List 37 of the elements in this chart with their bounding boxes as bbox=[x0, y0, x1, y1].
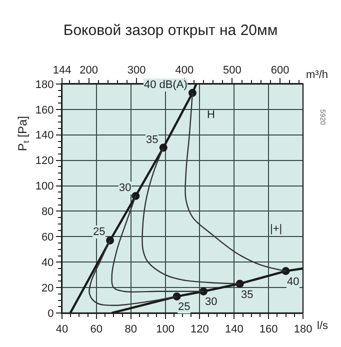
x-tick-label: 60 bbox=[90, 323, 103, 336]
x2-tick-label: 300 bbox=[127, 64, 146, 76]
x-tick-label: 100 bbox=[156, 323, 174, 336]
x2-tick-label: 400 bbox=[175, 64, 194, 76]
y-tick-label: 20 bbox=[41, 282, 54, 294]
annotation: 25 bbox=[93, 226, 106, 238]
annotation: H bbox=[207, 109, 215, 121]
y-tick-label: 100 bbox=[35, 180, 54, 193]
y-tick-label: 80 bbox=[41, 206, 54, 218]
x-axis-title: l/s bbox=[317, 320, 328, 332]
annotation: 30 bbox=[205, 296, 218, 308]
x2-tick-label: 144 bbox=[52, 64, 72, 76]
annotation: 40 dB(A) bbox=[144, 79, 188, 91]
y-tick-label: 60 bbox=[41, 232, 54, 244]
x2-tick-label: 200 bbox=[80, 64, 98, 76]
x2-tick-label: 600 bbox=[270, 64, 290, 76]
y-tick-label: 180 bbox=[35, 78, 54, 91]
annotation: 35 bbox=[146, 134, 158, 146]
y-tick-label: 40 bbox=[41, 256, 54, 269]
annotation: 30 bbox=[119, 182, 132, 194]
x-tick-label: 140 bbox=[224, 323, 244, 336]
x2-tick-label: 500 bbox=[223, 64, 242, 76]
annotation: 40 bbox=[287, 276, 300, 288]
y-tick-label: 0 bbox=[48, 308, 54, 320]
annotation: 25 bbox=[178, 301, 190, 313]
x-tick-label: 160 bbox=[259, 323, 278, 336]
y-tick-label: 120 bbox=[35, 155, 54, 168]
x2-axis-title: m³/h bbox=[306, 69, 328, 81]
annotation: 35 bbox=[241, 289, 254, 301]
x-tick-label: 180 bbox=[294, 323, 312, 336]
y-tick-label: 140 bbox=[35, 130, 54, 142]
x-tick-label: 120 bbox=[190, 323, 209, 336]
annotation: |+| bbox=[270, 223, 282, 235]
x-tick-label: 40 bbox=[56, 323, 68, 336]
y-tick-label: 160 bbox=[35, 104, 54, 116]
chart-title: Боковой зазор открыт на 20мм bbox=[63, 22, 278, 39]
x-tick-label: 80 bbox=[124, 323, 137, 336]
